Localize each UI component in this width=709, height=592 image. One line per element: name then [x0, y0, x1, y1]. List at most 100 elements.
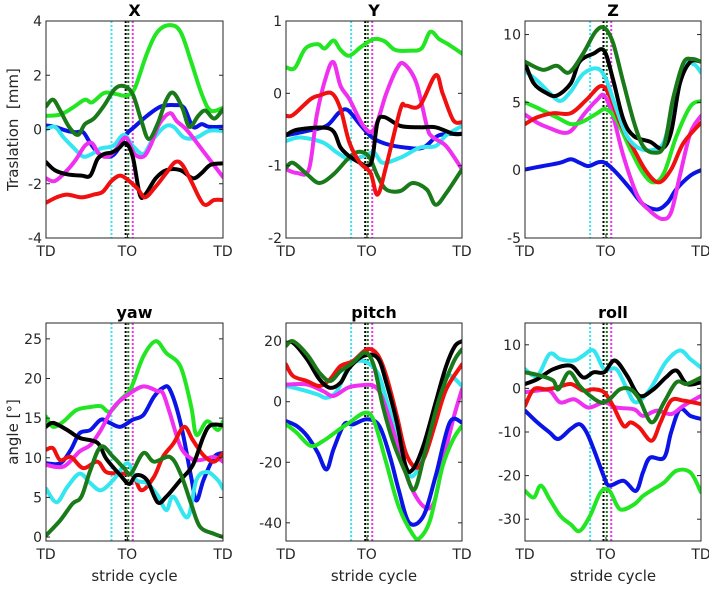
series-line-blue	[525, 406, 701, 493]
series-line-red	[46, 159, 223, 207]
y-tick-label: -2	[28, 177, 42, 193]
series-line-lime	[525, 467, 701, 534]
y-tick-label: -30	[498, 512, 521, 528]
series-line-blue	[286, 416, 462, 527]
x-axis-label: stride cycle	[570, 567, 656, 585]
x-tick-label: TD	[35, 547, 55, 563]
y-tick-label: 5	[512, 95, 521, 111]
y-tick-label: 25	[24, 332, 42, 348]
x-tick-label: TD	[451, 244, 471, 260]
x-tick-label: TO	[595, 547, 616, 563]
series-line-darkgreen	[525, 370, 701, 425]
y-tick-label: 0	[273, 86, 282, 102]
series-line-lime	[286, 410, 462, 541]
x-tick-label: TO	[356, 244, 377, 260]
y-tick-label: 10	[503, 338, 521, 354]
y-tick-label: 0	[512, 381, 521, 397]
y-tick-label: 4	[33, 14, 42, 30]
axes-frame	[524, 20, 702, 239]
x-tick-label: TD	[690, 547, 709, 563]
y-axis-label: Traslation [mm]	[4, 68, 22, 192]
series-line-lime	[525, 99, 701, 185]
y-tick-label: -2	[268, 231, 282, 247]
x-axis-label: stride cycle	[91, 567, 177, 585]
series-line-blue	[46, 384, 223, 503]
x-tick-label: TO	[117, 547, 138, 563]
y-tick-label: 1	[273, 14, 282, 30]
series-line-lime	[46, 23, 223, 118]
y-tick-label: 0	[33, 123, 42, 139]
y-tick-label: -5	[507, 231, 521, 247]
series-line-darkgreen	[286, 149, 462, 207]
x-tick-label: TD	[35, 244, 55, 260]
x-tick-label: TD	[690, 244, 709, 260]
y-tick-label: -1	[268, 159, 282, 175]
panel-Z: -5 0 5 10 TD TO TD Z	[503, 1, 709, 260]
series-line-blue	[525, 157, 701, 212]
x-tick-label: TD	[212, 244, 232, 260]
series-line-black	[525, 47, 701, 151]
y-tick-label: -4	[28, 231, 42, 247]
panel-X: -4 -2 0 2 4 TD TO TD X Traslation [mm]	[4, 1, 233, 260]
axes-frame	[45, 322, 224, 542]
series-line-red	[286, 73, 462, 197]
panel-title: yaw	[116, 303, 152, 322]
panel-Y: -2 -1 0 1 TD TO TD Y	[268, 1, 472, 260]
y-tick-label: -20	[498, 469, 521, 485]
y-tick-label: 10	[503, 28, 521, 44]
series-line-darkgreen	[46, 83, 223, 141]
y-tick-label: 0	[273, 395, 282, 411]
x-tick-label: TO	[595, 244, 616, 260]
panel-title: X	[128, 1, 141, 20]
series-line-black	[46, 140, 223, 201]
series-line-black	[286, 114, 462, 168]
series-line-black	[286, 339, 462, 475]
panel-title: Z	[607, 1, 619, 20]
axes-frame	[285, 322, 463, 542]
x-tick-label: TO	[117, 244, 138, 260]
y-tick-label: 15	[24, 411, 42, 427]
series-line-lime	[46, 339, 223, 437]
panel-title: Y	[367, 1, 380, 20]
series-line-darkgreen	[525, 25, 701, 155]
y-tick-label: -20	[259, 455, 282, 471]
series-line-lime	[286, 29, 462, 72]
x-tick-label: TD	[275, 547, 295, 563]
series-group	[286, 29, 462, 207]
series-line-darkgreen	[46, 444, 223, 539]
series-line-black	[525, 358, 701, 399]
axes-frame	[285, 20, 463, 239]
y-tick-label: -10	[498, 425, 521, 441]
y-axis-label: angle [°]	[4, 399, 22, 465]
y-tick-label: 0	[33, 530, 42, 546]
x-tick-label: TD	[275, 244, 295, 260]
series-line-red	[525, 381, 701, 443]
series-group	[46, 339, 223, 539]
y-tick-label: 20	[264, 334, 282, 350]
panel-pitch: -40 -20 0 20 TD TO TD pitch stride cycle	[259, 303, 472, 585]
x-tick-label: TD	[514, 244, 534, 260]
series-line-cyan	[525, 348, 701, 405]
y-tick-label: -40	[259, 516, 282, 532]
y-tick-label: 5	[33, 490, 42, 506]
series-group	[525, 348, 701, 534]
series-line-darkgreen	[286, 339, 462, 493]
series-line-red	[46, 424, 223, 493]
series-group	[286, 339, 462, 541]
y-tick-label: 20	[24, 371, 42, 387]
series-line-magenta	[46, 111, 223, 184]
series-group	[525, 25, 701, 222]
x-axis-label: stride cycle	[331, 567, 417, 585]
x-tick-label: TD	[514, 547, 534, 563]
y-tick-label: 2	[33, 68, 42, 84]
series-line-cyan	[46, 461, 223, 520]
x-tick-label: TD	[451, 547, 471, 563]
panel-roll: -30 -20 -10 0 10 TD TO TD roll stride cycle	[498, 303, 709, 585]
x-tick-label: TO	[356, 547, 377, 563]
x-tick-label: TD	[212, 547, 232, 563]
panel-title: roll	[598, 303, 628, 322]
series-line-black	[46, 420, 223, 505]
y-tick-label: 10	[24, 451, 42, 467]
panel-yaw: 0 5 10 15 20 25 TD TO TD yaw angle [°] stride cycle	[4, 303, 233, 585]
